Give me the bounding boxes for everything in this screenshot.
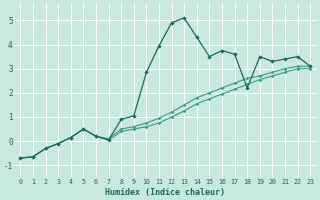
X-axis label: Humidex (Indice chaleur): Humidex (Indice chaleur) (105, 188, 225, 197)
